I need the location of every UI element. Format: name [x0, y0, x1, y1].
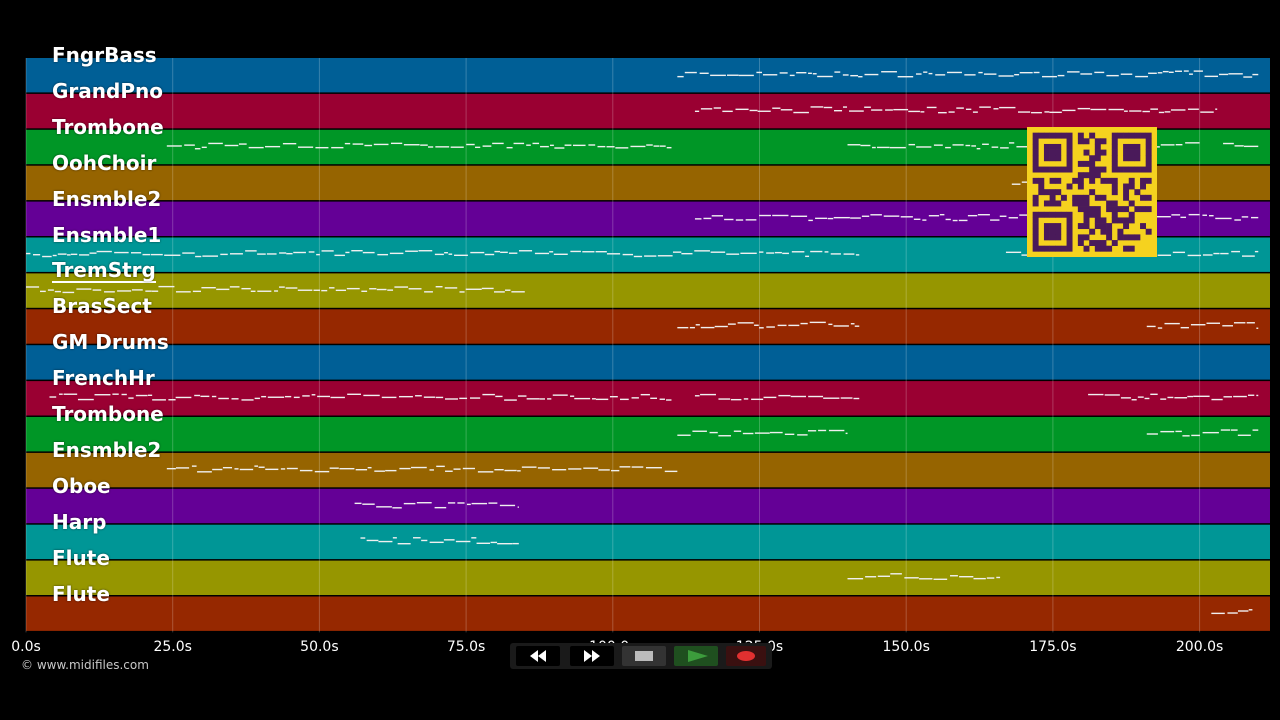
note-segment — [847, 573, 1001, 580]
note-segment — [1088, 393, 1259, 401]
track-lane[interactable] — [26, 93, 1270, 129]
track-label[interactable]: OohChoir — [52, 150, 157, 175]
track-lane[interactable] — [26, 309, 1270, 344]
note-segment — [1146, 429, 1259, 437]
note-segment — [1211, 609, 1253, 615]
track-label[interactable]: Flute — [52, 581, 110, 606]
track-lane[interactable] — [26, 381, 1270, 416]
note-segment — [1146, 322, 1259, 329]
note-segment — [677, 70, 1259, 78]
tick-label: 200.0s — [1175, 639, 1224, 655]
tick-label: 50.0s — [300, 639, 339, 655]
note-segment — [354, 502, 519, 509]
note-segment — [677, 429, 848, 437]
note-segment — [677, 321, 860, 329]
track-label[interactable]: Ensmble2 — [52, 186, 162, 211]
track-label[interactable]: GrandPno — [52, 78, 163, 103]
track-lane[interactable] — [26, 417, 1270, 452]
track-label[interactable]: TremStrg — [52, 258, 156, 284]
rewind-icon — [530, 650, 546, 662]
track-lane[interactable] — [26, 452, 1270, 488]
qr-code — [1027, 127, 1157, 257]
track-label[interactable]: Ensmble2 — [52, 437, 162, 462]
track-lane[interactable] — [26, 596, 1270, 631]
stop-button[interactable] — [622, 646, 666, 666]
track-label[interactable]: GM Drums — [52, 330, 169, 355]
note-segment — [166, 142, 672, 150]
play-button[interactable] — [674, 646, 718, 666]
note-segment — [49, 393, 672, 401]
note-segment — [360, 537, 519, 545]
rewind-button[interactable] — [516, 646, 560, 666]
track-label[interactable]: Trombone — [52, 114, 164, 139]
track-lane[interactable] — [26, 524, 1270, 560]
record-button[interactable] — [726, 646, 766, 666]
track-label[interactable]: Trombone — [52, 402, 164, 426]
stop-icon — [635, 651, 653, 661]
track-lane[interactable] — [26, 560, 1270, 595]
tick-label: 75.0s — [446, 639, 486, 655]
note-segment — [26, 250, 860, 258]
note-segment — [166, 465, 678, 473]
note-segment — [694, 393, 860, 401]
track-lane[interactable] — [26, 345, 1270, 380]
track-label[interactable]: FrenchHr — [52, 366, 155, 391]
track-label[interactable]: BrasSect — [52, 294, 152, 319]
fast-forward-button[interactable] — [570, 646, 614, 666]
copyright-text: © www.midifiles.com — [21, 658, 149, 672]
play-icon — [688, 650, 708, 662]
track-label[interactable]: Flute — [52, 545, 110, 570]
track-label[interactable]: Harp — [52, 509, 107, 534]
note-segment — [26, 285, 525, 294]
note-segment — [694, 106, 1218, 114]
note-segment — [1223, 142, 1259, 148]
track-label[interactable]: Ensmble1 — [52, 222, 162, 247]
tick-label: 0.0s — [11, 639, 41, 655]
track-label[interactable]: Oboe — [52, 473, 111, 498]
track-label[interactable]: FngrBass — [52, 43, 157, 67]
record-icon — [737, 651, 755, 661]
track-lane[interactable] — [26, 58, 1270, 93]
note-segment — [1011, 181, 1030, 185]
track-lane[interactable] — [26, 488, 1270, 524]
fast-forward-icon — [584, 650, 600, 662]
tick-label: 175.0s — [1029, 639, 1077, 655]
tick-label: 150.0s — [882, 639, 930, 655]
transport-bar — [510, 643, 772, 669]
tick-label: 25.0s — [153, 639, 192, 655]
track-lane[interactable] — [26, 273, 1270, 308]
